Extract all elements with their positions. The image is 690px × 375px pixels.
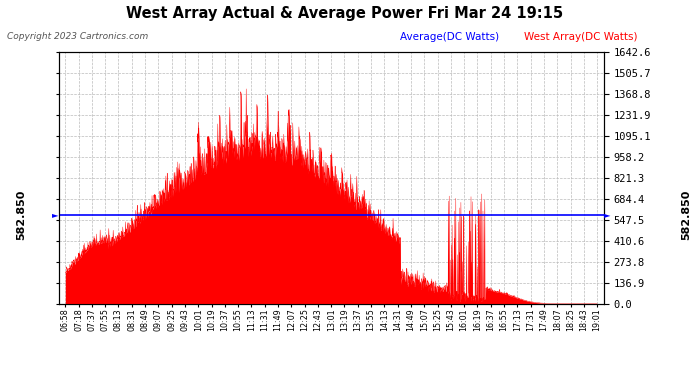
Text: Copyright 2023 Cartronics.com: Copyright 2023 Cartronics.com (7, 32, 148, 41)
Text: ►: ► (52, 210, 59, 219)
Text: ►: ► (604, 210, 611, 219)
Text: 582.850: 582.850 (682, 189, 690, 240)
Text: West Array(DC Watts): West Array(DC Watts) (524, 32, 638, 42)
Text: West Array Actual & Average Power Fri Mar 24 19:15: West Array Actual & Average Power Fri Ma… (126, 6, 564, 21)
Text: 582.850: 582.850 (16, 189, 26, 240)
Text: Average(DC Watts): Average(DC Watts) (400, 32, 500, 42)
